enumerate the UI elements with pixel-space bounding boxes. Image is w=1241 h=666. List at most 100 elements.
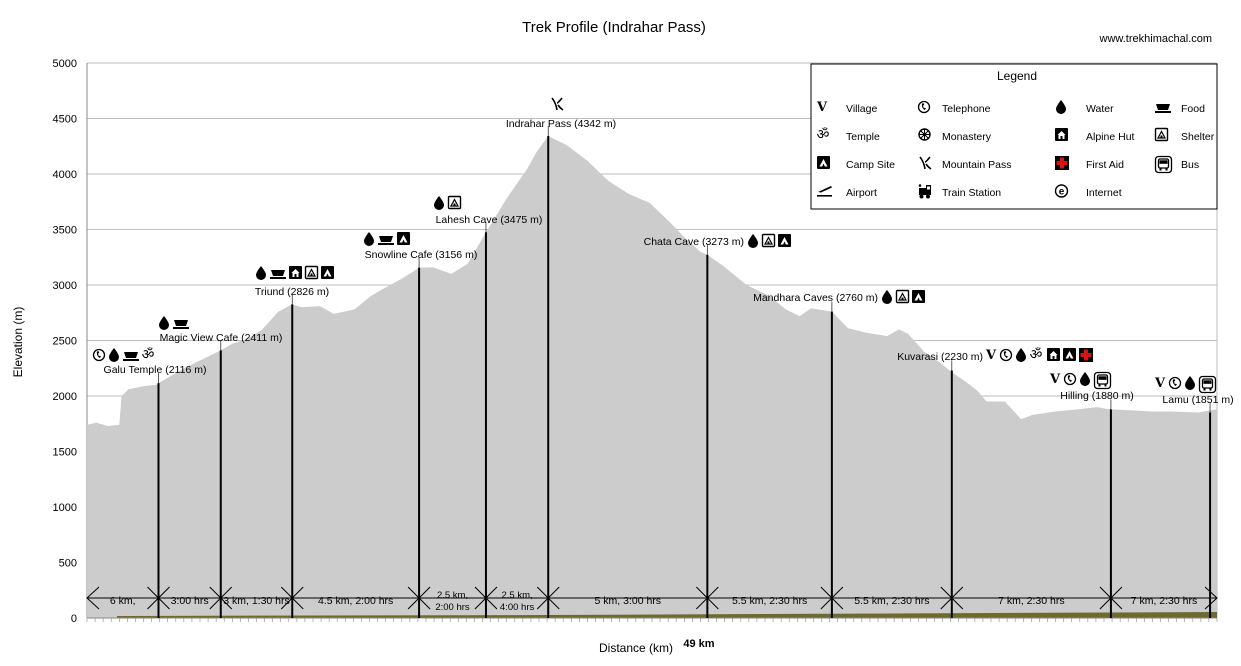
camp-site-icon xyxy=(321,266,334,279)
bus-body xyxy=(1157,158,1170,169)
pass-stroke xyxy=(551,97,558,111)
segment-label: 2:00 hrs xyxy=(435,602,470,613)
bus-wheel xyxy=(1104,384,1107,387)
hut-house xyxy=(291,269,300,277)
water-icon xyxy=(1185,376,1195,390)
wheel-spoke xyxy=(924,134,929,139)
cup-shape xyxy=(379,236,393,242)
village-glyph: V xyxy=(985,348,997,363)
shelter-door xyxy=(1160,135,1163,138)
stop-label: Kuvarasi (2230 m) xyxy=(897,351,983,363)
phone-handset xyxy=(921,103,926,110)
water-icon xyxy=(109,348,119,362)
legend-item-label: Monastery xyxy=(942,131,992,143)
segment-label: 2.5 km, xyxy=(502,590,533,601)
water-drop-shape xyxy=(159,316,169,330)
tent-outer xyxy=(399,235,408,243)
water-icon xyxy=(159,316,169,330)
segment-label: 5.5 km, 2:30 hrs xyxy=(854,595,929,607)
bus-body xyxy=(1201,378,1214,389)
food-icon xyxy=(270,270,286,279)
cup-shape xyxy=(1156,104,1170,110)
legend-item-label: Village xyxy=(846,103,877,115)
shelter-door xyxy=(453,203,456,206)
alpine-hut-icon xyxy=(1055,128,1068,141)
segment-label: 3 km, 1:30 hrs xyxy=(223,595,290,607)
segment-divider xyxy=(536,586,560,610)
saucer-shape xyxy=(123,359,139,361)
temple-icon: ॐ xyxy=(817,127,830,143)
legend-title: Legend xyxy=(997,69,1037,83)
train-wheel xyxy=(919,194,924,199)
water-drop-shape xyxy=(256,266,266,280)
cup-shape xyxy=(174,320,188,326)
tent-door xyxy=(1068,355,1071,359)
bus-wheel xyxy=(1159,168,1162,171)
stop-label: Lamu (1851 m) xyxy=(1162,394,1233,406)
y-tick-label: 3000 xyxy=(53,280,77,292)
stop-label: Magic View Cafe (2411 m) xyxy=(160,332,283,344)
legend-item-label: Shelter xyxy=(1181,131,1215,143)
stop-label: Chata Cave (3273 m) xyxy=(644,236,744,248)
segment-label: 5 km, 3:00 hrs xyxy=(595,595,662,607)
bus-wheel xyxy=(1203,388,1206,391)
monastery-icon xyxy=(918,128,931,141)
segment-arrow-end xyxy=(1204,586,1218,610)
shelter-icon xyxy=(761,233,776,248)
x-axis-label: Distance (km) xyxy=(599,641,673,655)
hut-door xyxy=(1052,356,1055,359)
phone-ring xyxy=(999,348,1013,362)
chart-title: Trek Profile (Indrahar Pass) xyxy=(522,19,706,36)
internet-icon: e xyxy=(1054,184,1069,198)
bus-icon xyxy=(1093,371,1112,390)
saucer-shape xyxy=(378,243,394,245)
water-drop-shape xyxy=(1080,372,1090,386)
segment-divider xyxy=(209,586,233,610)
y-tick-label: 3500 xyxy=(53,225,77,237)
internet-ring xyxy=(1054,184,1069,198)
tent-outer xyxy=(323,269,332,277)
telephone-icon xyxy=(917,100,931,114)
water-drop-shape xyxy=(882,290,892,304)
segment-row: 6 km, 3:00 hrs 3 km, 1:30 hrs 4.5 km, 2:00 … xyxy=(86,586,1218,613)
bus-wheel xyxy=(1165,168,1168,171)
tent-door xyxy=(783,241,786,245)
village-icon: V xyxy=(816,100,828,115)
water-drop-shape xyxy=(434,196,444,210)
legend-item-label: Telephone xyxy=(942,103,991,115)
cup-shape xyxy=(271,270,285,276)
red-cross xyxy=(1080,349,1092,361)
y-tick-label: 4000 xyxy=(53,169,77,181)
segment-label: 4:00 hrs xyxy=(500,602,535,613)
telephone-icon xyxy=(999,348,1013,362)
runway-line xyxy=(817,195,832,197)
water-icon xyxy=(364,232,374,246)
temple-glyph: ॐ xyxy=(817,127,830,143)
segment-divider xyxy=(474,586,498,610)
bus-wheel xyxy=(1209,388,1212,391)
segment-label: 4.5 km, 2:00 hrs xyxy=(318,595,393,607)
train-smoke xyxy=(918,184,922,187)
water-icon xyxy=(1056,100,1066,114)
segment-label: 5.5 km, 2:30 hrs xyxy=(732,595,807,607)
phone-handset xyxy=(1172,379,1177,386)
water-icon xyxy=(256,266,266,280)
segment-divider xyxy=(280,586,304,610)
y-tick-label: 500 xyxy=(59,558,77,570)
train-wheel xyxy=(926,194,930,199)
y-tick-label: 1500 xyxy=(53,447,77,459)
tent-door xyxy=(326,273,329,277)
telephone-icon xyxy=(92,348,106,362)
alpine-hut-icon xyxy=(289,266,302,279)
plane-shape xyxy=(818,186,832,193)
hut-house xyxy=(1057,131,1066,139)
bus-window xyxy=(1098,376,1107,380)
village-icon: V xyxy=(985,348,997,363)
bus-body xyxy=(1096,374,1109,385)
food-icon xyxy=(378,236,394,245)
phone-ring xyxy=(1063,372,1077,386)
legend-item-label: Alpine Hut xyxy=(1086,131,1135,143)
water-icon xyxy=(748,234,758,248)
